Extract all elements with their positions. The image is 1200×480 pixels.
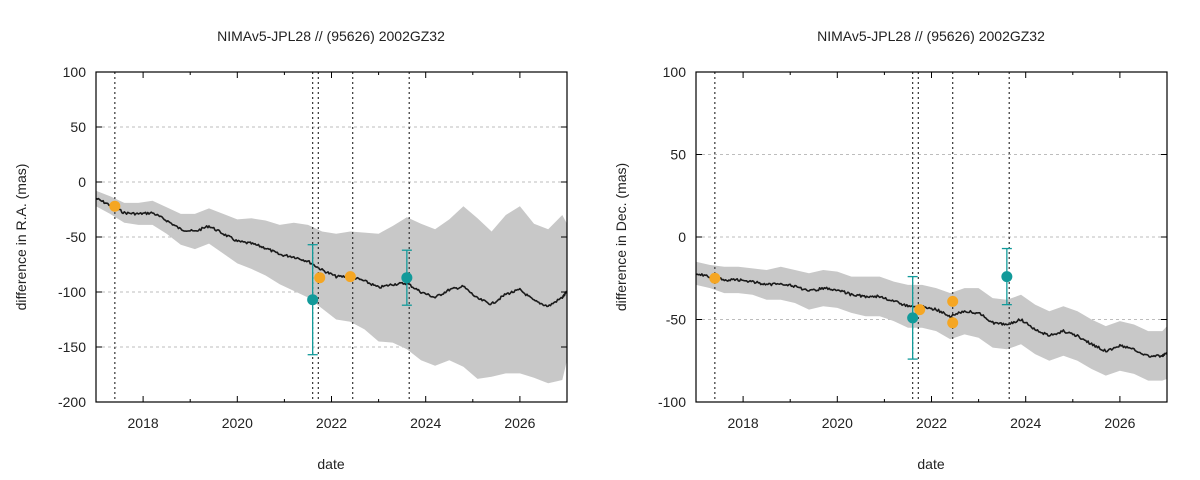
data-point-orange: [344, 271, 356, 283]
y-tick-label: 50: [670, 147, 686, 163]
chart-ra-difference: NIMAv5-JPL28 // (95626) 2002GZ32 100 50 0 -…: [13, 28, 568, 472]
x-tick-label: 2022: [316, 415, 347, 431]
y-tick-label: -150: [58, 339, 86, 355]
x-tick-label: 2018: [728, 415, 759, 431]
x-axis-label: date: [917, 456, 944, 472]
data-point-teal: [1001, 271, 1013, 283]
data-point-orange: [109, 200, 121, 212]
chart-title: NIMAv5-JPL28 // (95626) 2002GZ32: [217, 28, 445, 44]
y-tick-label: -50: [666, 312, 686, 328]
x-tick-label: 2024: [1010, 415, 1041, 431]
chart-title: NIMAv5-JPL28 // (95626) 2002GZ32: [817, 28, 1045, 44]
x-tick-label: 2018: [128, 415, 159, 431]
x-tick-label: 2022: [916, 415, 947, 431]
chart-dec-difference: NIMAv5-JPL28 // (95626) 2002GZ32 100 50 0 -…: [613, 28, 1168, 472]
x-axis-label: date: [317, 456, 344, 472]
data-point-orange: [947, 317, 959, 329]
x-tick-label: 2026: [504, 415, 535, 431]
y-tick-label: -200: [58, 394, 86, 410]
y-axis-label: difference in R.A. (mas): [13, 164, 29, 311]
x-tick-label: 2026: [1104, 415, 1135, 431]
uncertainty-band: [96, 190, 567, 384]
y-tick-label: -100: [658, 394, 686, 410]
data-point-orange: [947, 295, 959, 307]
model-line: [96, 197, 567, 308]
x-tick-label: 2020: [822, 415, 853, 431]
data-point-teal: [907, 312, 919, 324]
y-tick-label: 0: [78, 174, 86, 190]
y-axis-label: difference in Dec. (mas): [613, 163, 629, 311]
plot-area: 100 50 0 -50 -100 -150 -200 2018 2020 2022 2024 202…: [58, 64, 568, 431]
x-tick-label: 2024: [410, 415, 441, 431]
uncertainty-band: [696, 261, 1167, 381]
plot-area: 100 50 0 -50 -100 2018 2020 2022 2024 2026: [658, 64, 1168, 431]
data-point-orange: [314, 272, 326, 284]
y-tick-label: 0: [678, 229, 686, 245]
data-point-teal: [307, 294, 319, 306]
data-point-teal: [401, 272, 413, 284]
y-tick-label: 100: [663, 64, 687, 80]
model-line: [696, 273, 1167, 358]
y-tick-label: 50: [70, 119, 86, 135]
y-tick-label: -50: [66, 229, 86, 245]
series-group: [696, 261, 1167, 381]
y-tick-label: -100: [58, 284, 86, 300]
data-point-orange: [709, 272, 721, 284]
series-group: [96, 190, 567, 384]
x-tick-label: 2020: [222, 415, 253, 431]
y-tick-label: 100: [63, 64, 87, 80]
data-point-orange: [914, 304, 926, 316]
